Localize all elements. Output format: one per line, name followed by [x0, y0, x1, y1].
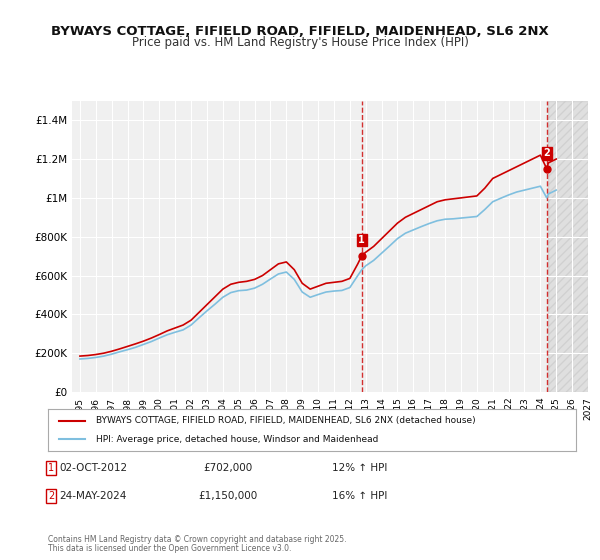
Text: £702,000: £702,000	[203, 463, 253, 473]
Text: 12% ↑ HPI: 12% ↑ HPI	[332, 463, 388, 473]
Text: BYWAYS COTTAGE, FIFIELD ROAD, FIFIELD, MAIDENHEAD, SL6 2NX: BYWAYS COTTAGE, FIFIELD ROAD, FIFIELD, M…	[51, 25, 549, 38]
Text: This data is licensed under the Open Government Licence v3.0.: This data is licensed under the Open Gov…	[48, 544, 292, 553]
Text: £1,150,000: £1,150,000	[199, 491, 257, 501]
Text: HPI: Average price, detached house, Windsor and Maidenhead: HPI: Average price, detached house, Wind…	[95, 435, 378, 444]
Text: Contains HM Land Registry data © Crown copyright and database right 2025.: Contains HM Land Registry data © Crown c…	[48, 535, 347, 544]
Text: 2: 2	[544, 148, 550, 158]
Text: 1: 1	[358, 235, 365, 245]
Text: 24-MAY-2024: 24-MAY-2024	[59, 491, 127, 501]
Text: 16% ↑ HPI: 16% ↑ HPI	[332, 491, 388, 501]
Text: Price paid vs. HM Land Registry's House Price Index (HPI): Price paid vs. HM Land Registry's House …	[131, 36, 469, 49]
Text: 02-OCT-2012: 02-OCT-2012	[59, 463, 127, 473]
Text: 2: 2	[48, 491, 54, 501]
Text: BYWAYS COTTAGE, FIFIELD ROAD, FIFIELD, MAIDENHEAD, SL6 2NX (detached house): BYWAYS COTTAGE, FIFIELD ROAD, FIFIELD, M…	[95, 416, 475, 425]
Text: 1: 1	[48, 463, 54, 473]
